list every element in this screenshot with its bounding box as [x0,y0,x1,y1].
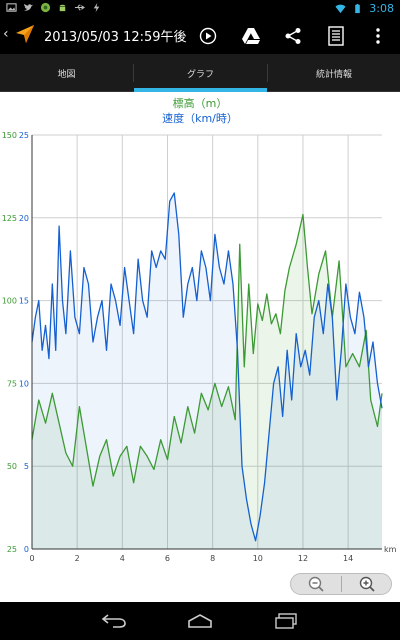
android-icon [59,4,66,12]
app-icon [40,2,51,13]
y-right-tick-label: 5 [24,462,29,471]
drive-button[interactable] [236,21,266,51]
status-bar: 3:08 [0,0,400,18]
status-time: 3:08 [369,2,394,15]
tab-divider [133,64,134,82]
series-area-elevation [32,214,382,549]
x-tick-label: 14 [343,554,353,563]
drive-icon [242,28,260,44]
twitter-icon [23,3,34,11]
tab-divider [267,64,268,82]
x-tick-label: 4 [120,554,125,563]
page-title: 2013/05/03 12:59午後 [44,30,187,45]
zoom-divider [341,576,342,592]
action-bar: ‹ 2013/05/03 12:59午後 [0,18,400,54]
app-logo-icon[interactable] [12,22,38,48]
y-right-tick-label: 25 [19,131,29,140]
tab-graph[interactable]: グラフ [186,69,214,80]
home-button[interactable] [180,608,220,634]
x-tick-label: 2 [75,554,80,563]
x-tick-label: 0 [29,554,34,563]
share-button[interactable] [278,21,308,51]
y-left-tick-label: 25 [7,545,17,554]
y-left-tick-label: 100 [2,297,17,306]
zoom-out-icon [308,576,324,592]
battery-icon [355,3,361,14]
back-icon [101,614,126,628]
navigation-bar [0,602,400,640]
up-navigation-icon[interactable]: ‹ [3,26,9,42]
x-tick-label: 12 [298,554,308,563]
play-button[interactable] [193,21,223,51]
y-left-tick-label: 75 [7,379,17,388]
recent-apps-icon [275,613,297,629]
wifi-icon [335,4,346,14]
chart-subtitle: 速度（km/時） [162,112,238,125]
tab-selected-indicator [134,88,267,92]
usb-icon [74,4,85,11]
home-icon [188,614,212,628]
chart-title: 標高（m） [172,97,228,110]
y-right-tick-label: 20 [19,214,29,223]
y-left-tick-label: 150 [2,131,17,140]
image-icon [6,3,17,12]
details-button[interactable] [321,21,351,51]
overflow-menu-button[interactable] [363,21,393,51]
y-left-tick-label: 125 [2,214,17,223]
recent-apps-button[interactable] [266,608,306,634]
graph-panel: 標高（m） 速度（km/時） 25 50 75 100 125 150 0 5 10 15 20 25… [0,92,400,602]
y-right-tick-label: 10 [19,379,29,388]
tab-statistics[interactable]: 統計情報 [315,69,352,80]
x-tick-label: 6 [165,554,170,563]
zoom-out-button[interactable] [291,574,341,594]
y-right-tick-label: 0 [24,545,29,554]
tab-map[interactable]: 地図 [57,69,76,80]
x-tick-label: 10 [253,554,263,563]
x-tick-label: 8 [210,554,215,563]
zoom-in-icon [359,576,375,592]
x-unit-label: km [384,545,397,554]
series-line-speed [31,192,383,542]
tab-bar: 地図 グラフ 統計情報 [0,54,400,92]
y-right-tick-label: 15 [19,297,29,306]
elevation-speed-chart[interactable]: 25 50 75 100 125 150 0 5 10 15 20 25 0 2 4 6 8 10 12 14 km [0,124,400,602]
y-left-tick-label: 50 [7,462,17,471]
list-icon [328,26,344,46]
zoom-in-button[interactable] [342,574,391,594]
back-button[interactable] [94,608,134,634]
series-area-speed [32,193,382,549]
play-icon [199,27,217,45]
zoom-controls [290,573,392,595]
series-line-elevation [31,213,383,487]
overflow-menu-icon [376,28,380,44]
share-icon [285,28,301,44]
charging-icon [93,2,100,13]
